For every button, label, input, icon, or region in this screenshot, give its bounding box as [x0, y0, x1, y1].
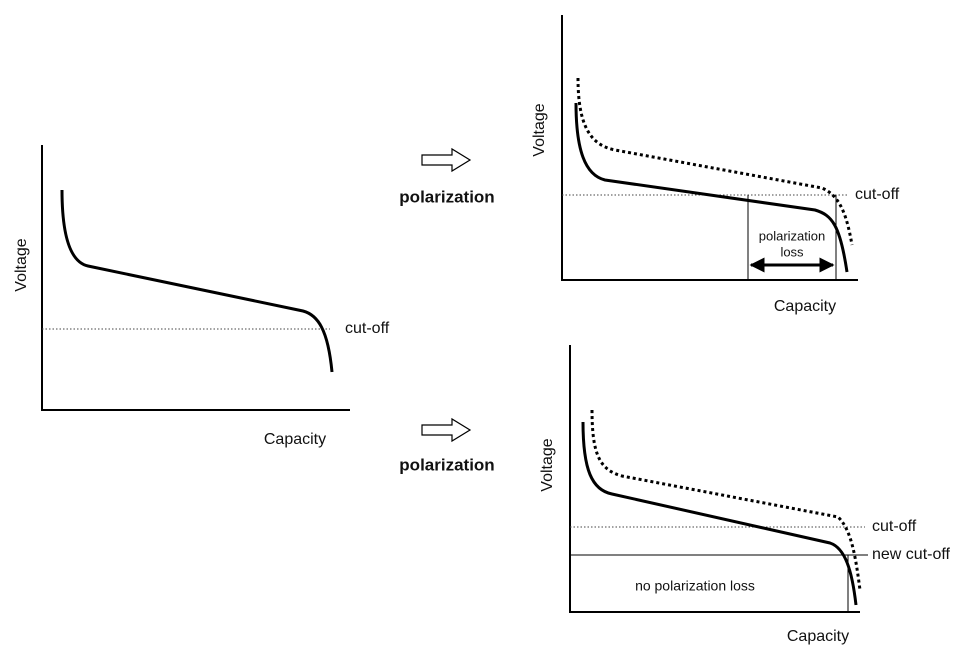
top-right-panel: Voltage Capacity cut-off polarization lo… [531, 15, 900, 315]
axes [561, 15, 858, 281]
cutoff-label: cut-off [855, 186, 900, 203]
loss-label: loss [780, 244, 804, 259]
discharge-curve [581, 421, 858, 606]
y-axis-label: Voltage [539, 438, 556, 491]
arrow-label: polarization [399, 455, 494, 474]
loss-label: polarization [759, 228, 826, 243]
new-cutoff-label: new cut-off [872, 546, 951, 563]
axes [569, 345, 860, 613]
hollow-arrow [421, 147, 472, 173]
discharge-curve [60, 189, 334, 373]
x-axis-label: Capacity [264, 431, 326, 448]
polarized-curve [590, 409, 862, 591]
axes [41, 145, 350, 411]
arrow-top: polarization [399, 147, 495, 206]
hollow-arrow [421, 417, 472, 443]
y-axis-label: Voltage [531, 103, 548, 156]
discharge-curve [574, 102, 849, 273]
arrow-bottom: polarization [399, 417, 495, 474]
cutoff-label: cut-off [345, 320, 390, 337]
arrow-label: polarization [399, 187, 494, 206]
bottom-right-panel: Voltage Capacity cut-off new cut-off no … [539, 345, 951, 645]
x-axis-label: Capacity [774, 298, 836, 315]
y-axis-label: Voltage [13, 238, 30, 291]
cutoff-label: cut-off [872, 518, 917, 535]
polarized-curve [576, 77, 854, 246]
loss-label: no polarization loss [635, 578, 755, 594]
left-panel: Voltage Capacity cut-off [13, 145, 390, 448]
x-axis-label: Capacity [787, 628, 849, 645]
